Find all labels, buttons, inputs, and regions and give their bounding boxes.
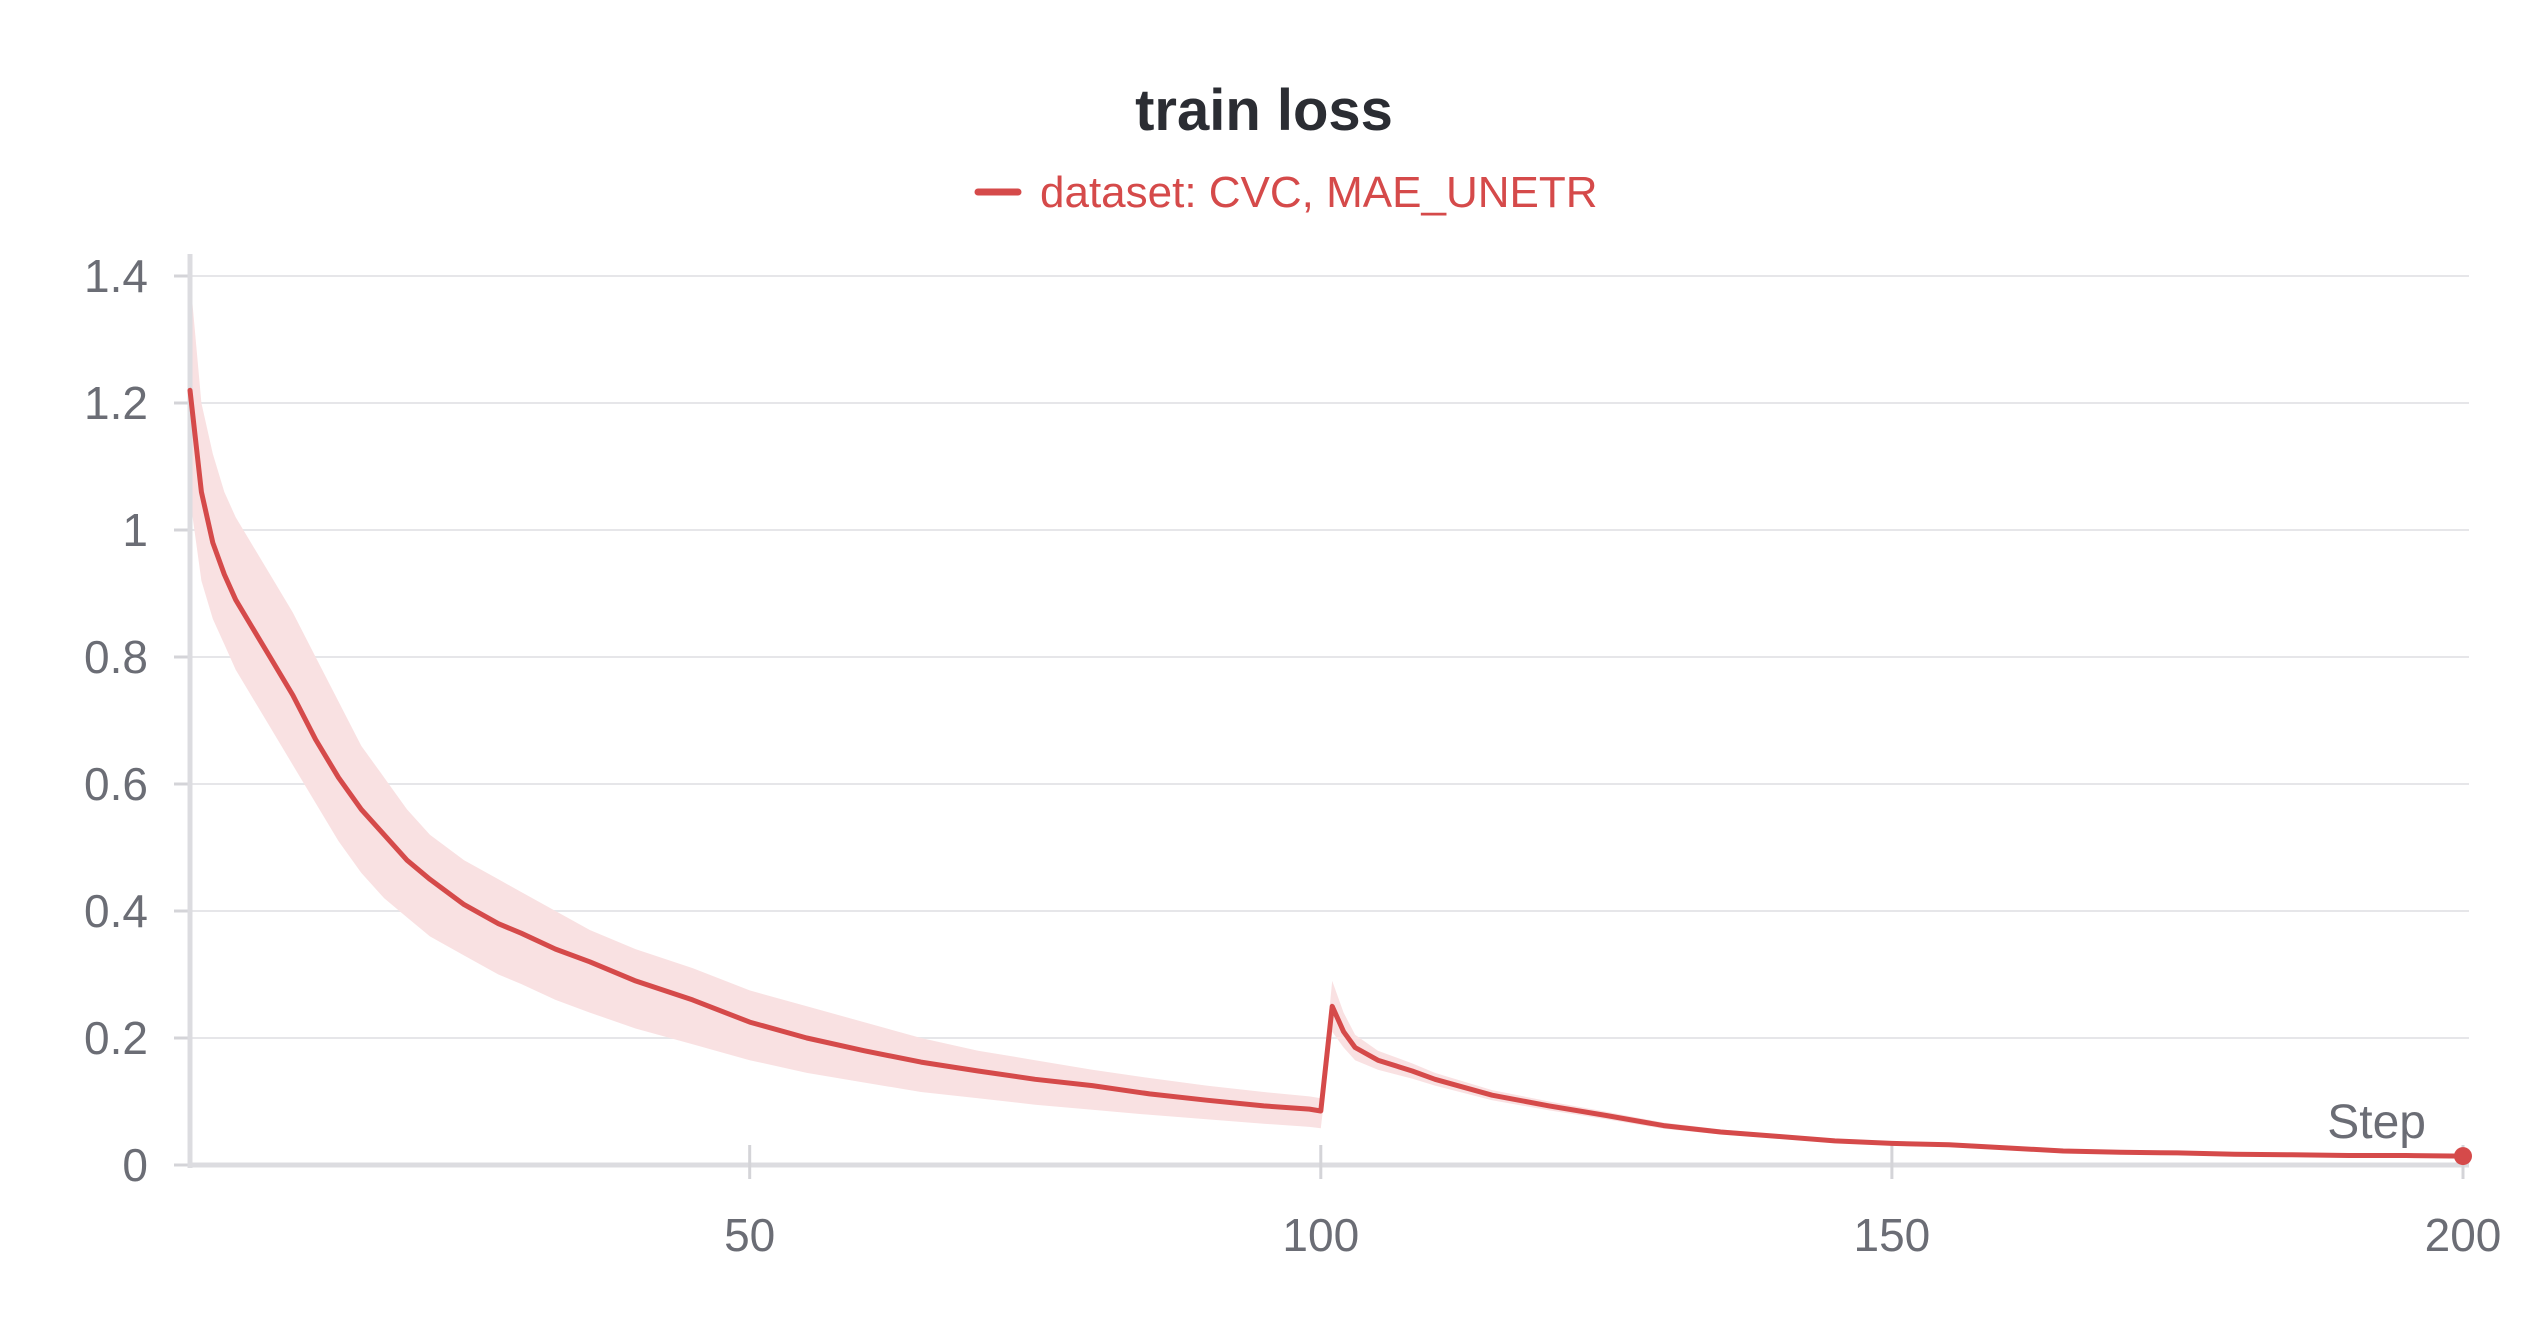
band-layer	[190, 276, 2463, 1158]
y-tick-label: 1.2	[84, 377, 148, 429]
series-confidence-band	[190, 276, 2463, 1158]
x-tick-label: 150	[1854, 1209, 1931, 1261]
y-tick-label: 0.6	[84, 758, 148, 810]
legend-label: dataset: CVC, MAE_UNETR	[1040, 168, 1598, 217]
series-line[interactable]	[187, 387, 2466, 1159]
y-tick-label: 0.4	[84, 885, 148, 937]
label-layer: 0 0.2 0.4 0.6 0.8 1 1.2 1.4 50 100 150 200	[84, 250, 2501, 1261]
x-tick-label: 50	[724, 1209, 775, 1261]
chart-title: train loss	[1135, 78, 1393, 143]
series-end-marker[interactable]	[2454, 1147, 2472, 1166]
y-tick-label: 1	[122, 504, 148, 556]
grid-layer	[190, 275, 2469, 1039]
y-tick-label: 1.4	[84, 250, 148, 302]
axis-layer	[174, 254, 2469, 1179]
y-tick-label: 0	[122, 1139, 148, 1191]
line-layer	[187, 387, 2472, 1166]
x-axis-title: Step	[2327, 1096, 2426, 1149]
y-tick-label: 0.8	[84, 631, 148, 683]
y-tick-label: 0.2	[84, 1012, 148, 1064]
legend[interactable]: dataset: CVC, MAE_UNETR	[974, 168, 1598, 217]
x-tick-label: 100	[1282, 1209, 1359, 1261]
x-tick-label: 200	[2425, 1209, 2502, 1261]
